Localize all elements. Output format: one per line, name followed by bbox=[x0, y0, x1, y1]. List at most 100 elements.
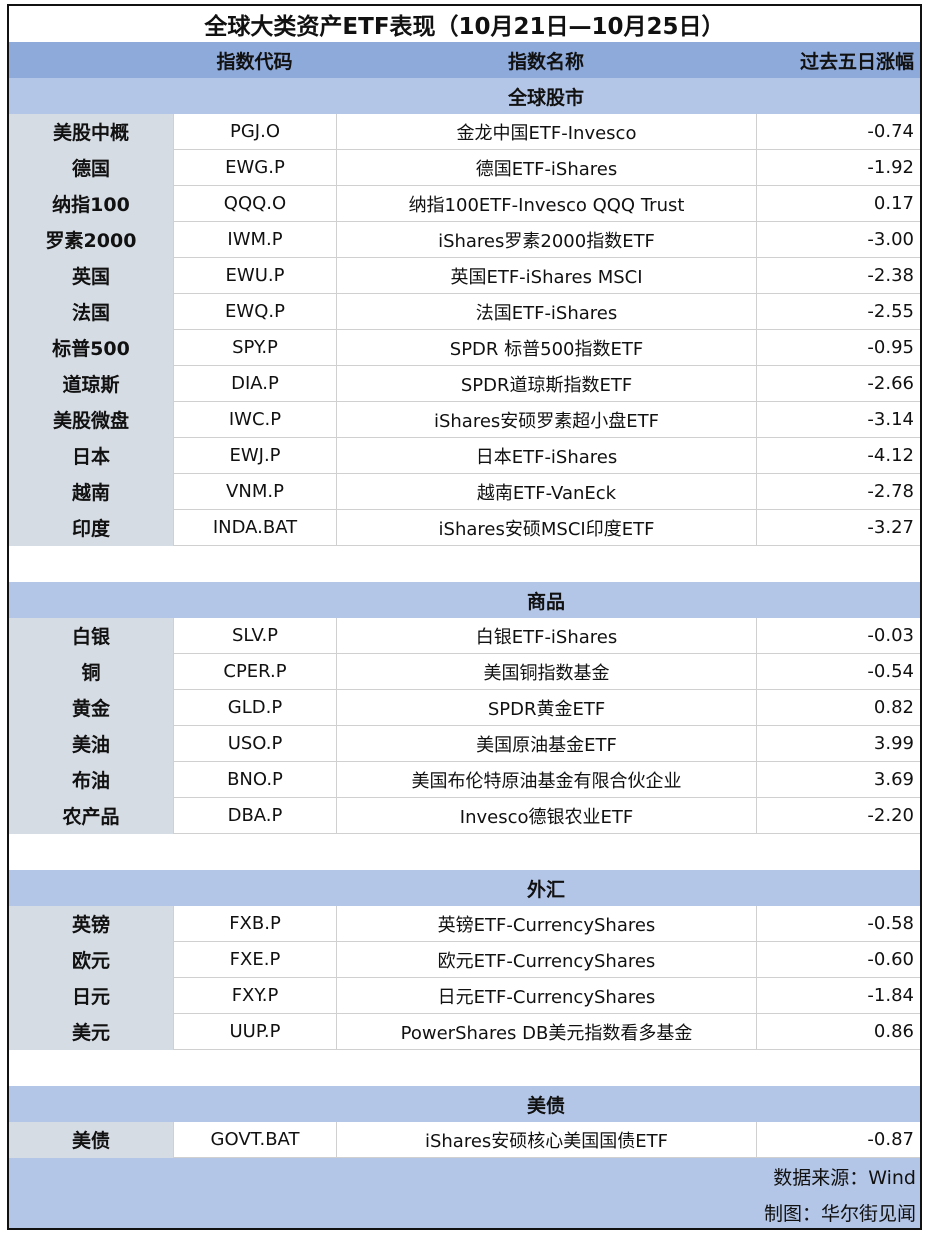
etf-name: 英镑ETF-CurrencyShares bbox=[336, 906, 756, 942]
section-spacer bbox=[173, 582, 336, 618]
asset-label: 美债 bbox=[9, 1122, 173, 1158]
etf-code: DBA.P bbox=[173, 798, 336, 834]
asset-label: 农产品 bbox=[9, 798, 173, 834]
five-day-change: -0.95 bbox=[756, 330, 920, 366]
etf-code: EWU.P bbox=[173, 258, 336, 294]
etf-code: QQQ.O bbox=[173, 186, 336, 222]
table-row: 标普500 SPY.P SPDR 标普500指数ETF -0.95 bbox=[9, 330, 920, 366]
asset-label: 美元 bbox=[9, 1014, 173, 1050]
table-row: 铜 CPER.P 美国铜指数基金 -0.54 bbox=[9, 654, 920, 690]
etf-name: 法国ETF-iShares bbox=[336, 294, 756, 330]
etf-code: GLD.P bbox=[173, 690, 336, 726]
five-day-change: -2.78 bbox=[756, 474, 920, 510]
etf-name: Invesco德银农业ETF bbox=[336, 798, 756, 834]
etf-code: DIA.P bbox=[173, 366, 336, 402]
etf-code: VNM.P bbox=[173, 474, 336, 510]
etf-code: BNO.P bbox=[173, 762, 336, 798]
asset-label: 美油 bbox=[9, 726, 173, 762]
asset-label: 道琼斯 bbox=[9, 366, 173, 402]
asset-label: 日元 bbox=[9, 978, 173, 1014]
section-row: 美债 bbox=[9, 1086, 920, 1122]
etf-code: IWM.P bbox=[173, 222, 336, 258]
table-row: 越南 VNM.P 越南ETF-VanEck -2.78 bbox=[9, 474, 920, 510]
five-day-change: 3.99 bbox=[756, 726, 920, 762]
etf-name: PowerShares DB美元指数看多基金 bbox=[336, 1014, 756, 1050]
section-spacer bbox=[173, 78, 336, 114]
etf-code: FXY.P bbox=[173, 978, 336, 1014]
section-row: 商品 bbox=[9, 582, 920, 618]
asset-label: 布油 bbox=[9, 762, 173, 798]
asset-label: 黄金 bbox=[9, 690, 173, 726]
header-change: 过去五日涨幅 bbox=[799, 50, 914, 73]
asset-label: 纳指100 bbox=[9, 186, 173, 222]
etf-name: 德国ETF-iShares bbox=[336, 150, 756, 186]
blank-row bbox=[9, 546, 920, 582]
asset-label: 日本 bbox=[9, 438, 173, 474]
etf-code: UUP.P bbox=[173, 1014, 336, 1050]
etf-name: iShares罗素2000指数ETF bbox=[336, 222, 756, 258]
table-row: 印度 INDA.BAT iShares安硕MSCI印度ETF -3.27 bbox=[9, 510, 920, 546]
section-title: 商品 bbox=[526, 590, 565, 613]
five-day-change: -1.84 bbox=[756, 978, 920, 1014]
header-code: 指数代码 bbox=[216, 50, 293, 73]
five-day-change: -0.87 bbox=[756, 1122, 920, 1158]
etf-code: CPER.P bbox=[173, 654, 336, 690]
etf-name: iShares安硕罗素超小盘ETF bbox=[336, 402, 756, 438]
etf-code: PGJ.O bbox=[173, 114, 336, 150]
asset-label: 英国 bbox=[9, 258, 173, 294]
asset-label: 印度 bbox=[9, 510, 173, 546]
table-row: 农产品 DBA.P Invesco德银农业ETF -2.20 bbox=[9, 798, 920, 834]
etf-code: FXE.P bbox=[173, 942, 336, 978]
etf-name: SPDR黄金ETF bbox=[336, 690, 756, 726]
five-day-change: -3.00 bbox=[756, 222, 920, 258]
etf-name: 欧元ETF-CurrencyShares bbox=[336, 942, 756, 978]
etf-code: IWC.P bbox=[173, 402, 336, 438]
table-row: 日元 FXY.P 日元ETF-CurrencyShares -1.84 bbox=[9, 978, 920, 1014]
five-day-change: 0.86 bbox=[756, 1014, 920, 1050]
five-day-change: -2.55 bbox=[756, 294, 920, 330]
table-row: 法国 EWQ.P 法国ETF-iShares -2.55 bbox=[9, 294, 920, 330]
table-body: 全球股市 美股中概 PGJ.O 金龙中国ETF-Invesco -0.74 德国 EWG.P… bbox=[9, 78, 920, 1158]
header-row: 指数代码 指数名称 过去五日涨幅 bbox=[9, 42, 920, 78]
section-row: 全球股市 bbox=[9, 78, 920, 114]
asset-label: 美股微盘 bbox=[9, 402, 173, 438]
five-day-change: -2.20 bbox=[756, 798, 920, 834]
section-spacer bbox=[173, 1086, 336, 1122]
table-row: 日本 EWJ.P 日本ETF-iShares -4.12 bbox=[9, 438, 920, 474]
table-row: 德国 EWG.P 德国ETF-iShares -1.92 bbox=[9, 150, 920, 186]
asset-label: 标普500 bbox=[9, 330, 173, 366]
etf-name: iShares安硕MSCI印度ETF bbox=[336, 510, 756, 546]
asset-label: 欧元 bbox=[9, 942, 173, 978]
etf-code: EWQ.P bbox=[173, 294, 336, 330]
section-spacer bbox=[9, 1086, 173, 1122]
footer-credit: 制图：华尔街见闻 bbox=[9, 1194, 920, 1228]
five-day-change: -1.92 bbox=[756, 150, 920, 186]
five-day-change: 0.17 bbox=[756, 186, 920, 222]
asset-label: 德国 bbox=[9, 150, 173, 186]
table-row: 美股中概 PGJ.O 金龙中国ETF-Invesco -0.74 bbox=[9, 114, 920, 150]
five-day-change: 3.69 bbox=[756, 762, 920, 798]
five-day-change: -0.54 bbox=[756, 654, 920, 690]
etf-code: EWG.P bbox=[173, 150, 336, 186]
five-day-change: -0.03 bbox=[756, 618, 920, 654]
etf-name: SPDR 标普500指数ETF bbox=[336, 330, 756, 366]
five-day-change: -0.60 bbox=[756, 942, 920, 978]
etf-name: 日元ETF-CurrencyShares bbox=[336, 978, 756, 1014]
five-day-change: -3.14 bbox=[756, 402, 920, 438]
etf-name: 白银ETF-iShares bbox=[336, 618, 756, 654]
etf-name: iShares安硕核心美国国债ETF bbox=[336, 1122, 756, 1158]
table-row: 美债 GOVT.BAT iShares安硕核心美国国债ETF -0.87 bbox=[9, 1122, 920, 1158]
etf-code: EWJ.P bbox=[173, 438, 336, 474]
table-row: 白银 SLV.P 白银ETF-iShares -0.03 bbox=[9, 618, 920, 654]
five-day-change: -2.66 bbox=[756, 366, 920, 402]
asset-label: 罗素2000 bbox=[9, 222, 173, 258]
five-day-change: -0.58 bbox=[756, 906, 920, 942]
table-row: 布油 BNO.P 美国布伦特原油基金有限合伙企业 3.69 bbox=[9, 762, 920, 798]
section-spacer bbox=[9, 870, 173, 906]
table-row: 欧元 FXE.P 欧元ETF-CurrencyShares -0.60 bbox=[9, 942, 920, 978]
blank-row bbox=[9, 834, 920, 870]
section-spacer bbox=[9, 78, 173, 114]
table-row: 纳指100 QQQ.O 纳指100ETF-Invesco QQQ Trust 0.17 bbox=[9, 186, 920, 222]
asset-label: 铜 bbox=[9, 654, 173, 690]
table-row: 美股微盘 IWC.P iShares安硕罗素超小盘ETF -3.14 bbox=[9, 402, 920, 438]
